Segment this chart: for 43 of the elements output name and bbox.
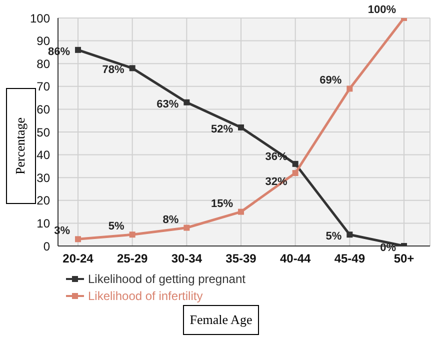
y-tick-label: 70 (36, 80, 50, 94)
data-label: 5% (326, 230, 342, 243)
y-tick-label: 60 (36, 102, 50, 116)
x-tick-label: 20-24 (62, 252, 94, 266)
legend-label: Likelihood of infertility (88, 288, 203, 302)
data-label: 5% (108, 220, 125, 233)
data-label: 69% (320, 74, 342, 87)
data-label: 63% (156, 98, 179, 110)
y-tick-label: 30 (36, 170, 50, 185)
data-label: 15% (210, 198, 234, 210)
point (292, 170, 298, 176)
point (184, 224, 190, 231)
point (129, 232, 136, 238)
x-tick-label: 50+ (394, 252, 414, 266)
y-tick-label: 20 (36, 194, 50, 208)
point (346, 86, 353, 92)
y-tick-label: 40 (36, 148, 50, 162)
data-label: 100% (368, 4, 396, 16)
x-axis-title: Female Age (183, 305, 259, 335)
x-tick-label: 40-44 (280, 252, 311, 266)
point (292, 160, 298, 167)
x-tick-label: 30-34 (171, 252, 202, 266)
y-tick-label: 90 (36, 34, 50, 48)
point (184, 99, 190, 106)
point (238, 208, 244, 215)
point (346, 232, 353, 238)
data-label: 8% (162, 214, 179, 226)
data-label: 52% (210, 123, 234, 136)
x-tick-label: 45-49 (334, 252, 366, 266)
x-tick-label: 35-39 (226, 252, 257, 266)
point (238, 124, 244, 130)
legend-label: Likelihood of getting pregnant (88, 272, 246, 286)
y-tick-label: 0 (43, 239, 50, 254)
data-label: 78% (102, 64, 125, 76)
y-tick-label: 80 (36, 56, 50, 71)
y-axis-title: Percentage (13, 117, 29, 175)
y-tick-label: 50 (36, 125, 50, 140)
y-tick-label: 10 (36, 216, 50, 230)
point (75, 46, 81, 53)
x-tick-label: 25-29 (116, 252, 148, 266)
point (75, 236, 81, 242)
y-tick-label: 100 (30, 11, 50, 26)
point (129, 65, 136, 72)
